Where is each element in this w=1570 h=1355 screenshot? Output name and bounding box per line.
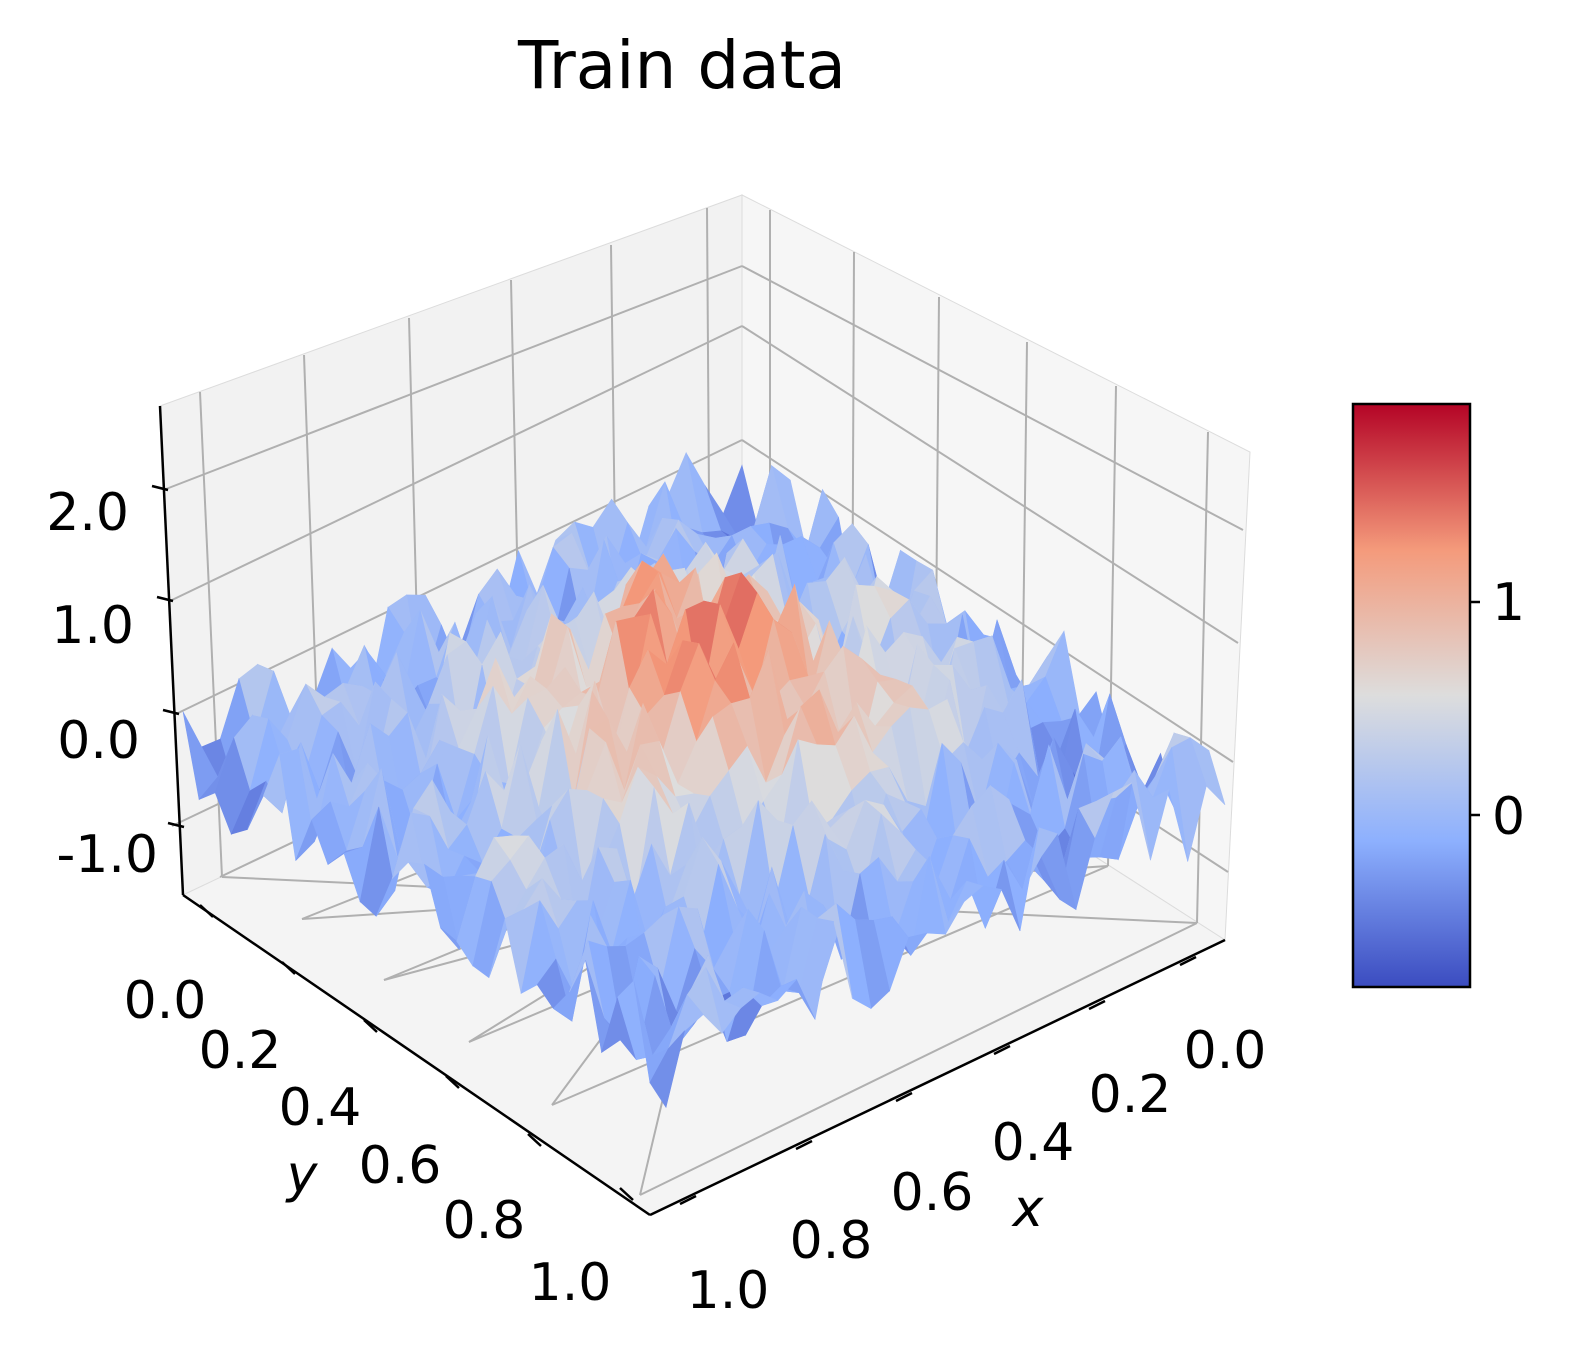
- z-tick: [162, 708, 180, 716]
- y-tick: [619, 1187, 634, 1201]
- y-tick-label: 0.6: [359, 1136, 442, 1196]
- z-tick-labels: 2.0 1.0 0.0 -1.0: [46, 483, 158, 885]
- x-tick-label: 0.2: [1089, 1065, 1172, 1125]
- colorbar-tick-label: 0: [1492, 787, 1525, 847]
- y-axis-label: y: [285, 1145, 319, 1205]
- x-tick-label: 0.8: [790, 1211, 873, 1271]
- z-tick-label: -1.0: [57, 825, 158, 885]
- x-axis-label: x: [1011, 1179, 1045, 1239]
- x-tick: [1179, 955, 1197, 967]
- x-tick: [795, 1139, 813, 1151]
- z-tick: [167, 821, 185, 829]
- y-tick-label: 0.8: [443, 1191, 526, 1251]
- colorbar-gradient: [1351, 402, 1472, 989]
- chart-title: Train data: [517, 27, 846, 104]
- z-tick: [156, 595, 174, 603]
- y-tick: [527, 1133, 542, 1147]
- y-axis-line: [182, 893, 651, 1217]
- y-tick-labels: 0.0 0.2 0.4 0.6 0.8 1.0: [124, 971, 612, 1313]
- z-axis-line: [158, 405, 185, 896]
- y-tick-label: 0.4: [279, 1078, 362, 1138]
- surface-plot: [182, 451, 1226, 1109]
- z-tick-label: 2.0: [46, 483, 129, 543]
- x-tick: [895, 1091, 913, 1103]
- colorbar-tick-label: 1: [1492, 573, 1525, 633]
- x-tick-label: 1.0: [687, 1261, 770, 1321]
- y-tick-label: 0.2: [199, 1021, 282, 1081]
- colorbar: 1 0: [1351, 402, 1525, 989]
- z-tick-label: 1.0: [51, 596, 134, 656]
- x-tick-label: 0.0: [1184, 1021, 1267, 1081]
- x-tick-label: 0.4: [992, 1113, 1075, 1173]
- x-tick-label: 0.6: [891, 1163, 974, 1223]
- x-tick: [993, 1044, 1011, 1056]
- x-axis-line: [649, 938, 1226, 1217]
- axis-lines: [158, 405, 1226, 1217]
- y-tick: [199, 904, 214, 918]
- x-tick: [679, 1194, 697, 1206]
- x-tick-labels: 0.0 0.2 0.4 0.6 0.8 1.0: [687, 1021, 1267, 1321]
- tick-marks: [151, 484, 1197, 1206]
- z-tick: [151, 484, 169, 492]
- y-tick-label: 0.0: [124, 971, 207, 1031]
- x-tick: [1088, 999, 1106, 1011]
- y-tick: [363, 1019, 378, 1033]
- y-tick: [281, 961, 296, 975]
- y-tick: [445, 1075, 460, 1089]
- surface-patch: [649, 1030, 685, 1109]
- z-tick-label: 0.0: [57, 711, 140, 771]
- y-tick-label: 1.0: [529, 1253, 612, 1313]
